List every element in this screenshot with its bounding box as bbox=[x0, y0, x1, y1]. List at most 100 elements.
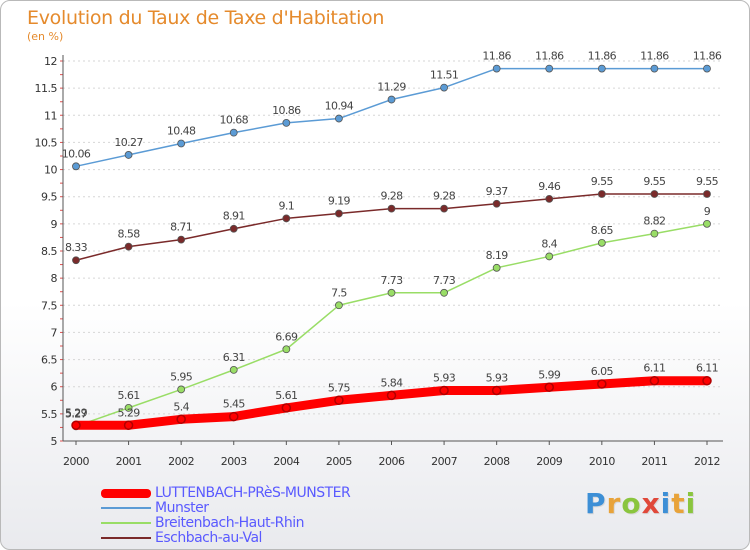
data-label: 6.05 bbox=[591, 365, 614, 378]
data-label: 5.95 bbox=[170, 370, 193, 383]
data-point bbox=[177, 235, 186, 244]
data-point bbox=[335, 209, 343, 218]
y-tick-label: 10.5 bbox=[35, 136, 58, 149]
data-label: 8.71 bbox=[170, 221, 192, 234]
data-label: 8.91 bbox=[223, 210, 245, 223]
data-point bbox=[703, 64, 711, 73]
data-point bbox=[544, 382, 554, 393]
data-label: 9.28 bbox=[380, 190, 403, 203]
data-point bbox=[702, 375, 712, 386]
data-label: 9.37 bbox=[486, 185, 509, 198]
x-tick-label: 2012 bbox=[694, 455, 720, 468]
x-tick-label: 2005 bbox=[326, 455, 352, 468]
data-point bbox=[335, 301, 343, 310]
y-tick-label: 5.5 bbox=[41, 408, 57, 421]
data-point bbox=[597, 190, 606, 198]
data-label: 5.93 bbox=[486, 372, 509, 385]
data-point bbox=[229, 128, 238, 137]
legend-swatch bbox=[101, 537, 151, 539]
data-point bbox=[386, 390, 397, 401]
x-tick-label: 2006 bbox=[379, 455, 405, 468]
chart-title: Evolution du Taux de Taxe d'Habitation bbox=[27, 7, 385, 29]
data-label: 9.28 bbox=[433, 190, 456, 203]
y-tick-label: 10 bbox=[44, 164, 57, 177]
data-point bbox=[491, 385, 502, 396]
logo-letter: i bbox=[660, 487, 672, 520]
data-point bbox=[229, 365, 238, 374]
data-point bbox=[123, 420, 134, 431]
data-label: 5.61 bbox=[275, 389, 297, 402]
data-label: 10.68 bbox=[220, 114, 249, 127]
data-label: 9.1 bbox=[278, 199, 294, 212]
y-tick-label: 7.5 bbox=[41, 299, 57, 312]
y-tick-label: 6.5 bbox=[41, 354, 57, 367]
data-point bbox=[282, 345, 291, 354]
data-point bbox=[72, 162, 80, 171]
data-label: 8.65 bbox=[591, 224, 614, 237]
data-point bbox=[124, 151, 133, 159]
data-label: 5.29 bbox=[118, 406, 141, 419]
data-label: 5.84 bbox=[380, 376, 403, 389]
logo-letter: o bbox=[621, 487, 642, 520]
data-point bbox=[703, 190, 711, 198]
data-point bbox=[176, 414, 186, 425]
legend-label: Munster bbox=[155, 500, 209, 516]
legend-label: Eschbach-au-Val bbox=[155, 530, 262, 546]
data-label: 10.94 bbox=[325, 100, 354, 113]
data-label: 9.55 bbox=[696, 175, 719, 188]
x-tick-label: 2001 bbox=[116, 455, 142, 468]
data-label: 5.45 bbox=[223, 398, 246, 411]
data-label: 5.61 bbox=[118, 389, 140, 402]
data-point bbox=[72, 256, 80, 265]
data-label: 9.55 bbox=[643, 175, 666, 188]
data-label: 8.33 bbox=[65, 241, 88, 254]
data-label: 11.86 bbox=[535, 50, 564, 63]
x-tick-label: 2003 bbox=[221, 455, 247, 468]
x-tick-label: 2010 bbox=[589, 455, 615, 468]
x-tick-label: 2000 bbox=[63, 455, 89, 468]
data-point bbox=[545, 252, 554, 261]
data-point bbox=[597, 238, 606, 247]
x-tick-label: 2008 bbox=[484, 455, 510, 468]
data-point bbox=[597, 64, 606, 73]
data-point bbox=[492, 199, 501, 208]
data-label: 7.73 bbox=[433, 274, 456, 287]
y-tick-label: 8 bbox=[51, 272, 58, 285]
data-label: 11.29 bbox=[377, 81, 406, 94]
data-point bbox=[650, 64, 659, 73]
data-label: 5.4 bbox=[173, 400, 189, 413]
data-point bbox=[650, 190, 659, 198]
y-tick-label: 9 bbox=[51, 218, 58, 231]
data-point bbox=[124, 403, 133, 412]
data-point bbox=[177, 385, 186, 394]
data-point bbox=[492, 64, 501, 73]
data-label: 5.29 bbox=[65, 406, 88, 419]
y-tick-label: 7 bbox=[51, 326, 58, 339]
x-tick-label: 2009 bbox=[536, 455, 562, 468]
data-point bbox=[387, 288, 396, 297]
data-point bbox=[281, 403, 292, 413]
data-point bbox=[439, 385, 449, 396]
y-tick-label: 9.5 bbox=[41, 191, 57, 204]
data-label: 6.11 bbox=[643, 362, 665, 375]
data-label: 11.86 bbox=[693, 50, 722, 63]
data-point bbox=[703, 219, 711, 228]
y-tick-label: 11 bbox=[44, 109, 57, 122]
data-label: 10.86 bbox=[272, 104, 301, 117]
legend-swatch bbox=[101, 488, 151, 498]
data-label: 10.06 bbox=[62, 147, 91, 160]
legend-label: Breitenbach-Haut-Rhin bbox=[155, 515, 305, 531]
legend-swatch bbox=[101, 507, 151, 509]
data-label: 5.27 bbox=[65, 407, 88, 420]
data-label: 11.51 bbox=[430, 69, 459, 82]
data-label: 8.58 bbox=[118, 228, 141, 241]
data-label: 6.69 bbox=[275, 330, 298, 343]
data-point bbox=[387, 95, 396, 104]
data-point bbox=[71, 420, 81, 431]
data-point bbox=[545, 194, 554, 203]
data-label: 9.19 bbox=[328, 195, 351, 208]
logo-letter: r bbox=[606, 487, 622, 520]
data-point bbox=[124, 242, 133, 251]
legend-swatch bbox=[101, 522, 151, 524]
data-label: 11.86 bbox=[640, 50, 669, 63]
